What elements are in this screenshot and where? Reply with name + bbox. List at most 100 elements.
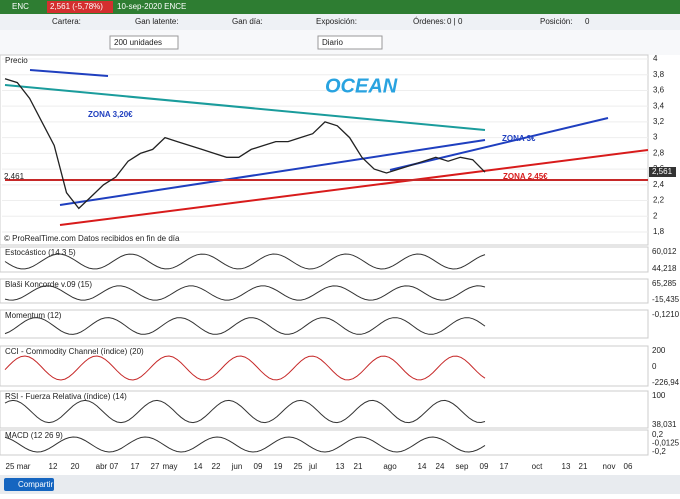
- account-label: Exposición:: [316, 17, 357, 26]
- x-tick-label: 14: [194, 462, 203, 471]
- share-button[interactable]: [4, 478, 54, 491]
- indicator-value: 38,031: [652, 420, 677, 429]
- x-tick-label: 14: [418, 462, 427, 471]
- footer-bar: [0, 475, 680, 494]
- price-line: [4, 78, 486, 210]
- indicator-line: [4, 285, 486, 301]
- price-change: 2,561 (-5,78%): [50, 2, 103, 11]
- y-tick-label: 2,8: [653, 148, 665, 157]
- indicator-panel: [0, 429, 649, 456]
- ticker: ENC: [12, 2, 29, 11]
- indicator-value: -226,94: [652, 378, 680, 387]
- x-tick-label: abr 07: [96, 462, 119, 471]
- x-tick-label: 17: [500, 462, 509, 471]
- trend-line: [4, 84, 486, 131]
- title-bar: [0, 0, 680, 14]
- x-tick-label: 09: [254, 462, 263, 471]
- share-label: Compartir: [18, 480, 53, 489]
- y-tick-label: 3: [653, 133, 658, 142]
- indicator-label: MACD (12 26 9): [5, 431, 63, 440]
- indicator-value: 44,218: [652, 264, 677, 273]
- indicator-value: 65,285: [652, 279, 677, 288]
- y-tick-label: 3,2: [653, 117, 665, 126]
- x-tick-label: 09: [480, 462, 489, 471]
- indicator-panel: [0, 246, 649, 273]
- indicator-panel: [0, 309, 649, 339]
- indicator-line: [4, 317, 486, 335]
- y-tick-label: 4: [653, 54, 658, 63]
- y-tick-label: 1,8: [653, 227, 665, 236]
- period-select[interactable]: [317, 35, 383, 50]
- x-tick-label: 13: [336, 462, 345, 471]
- x-tick-label: ago: [383, 462, 397, 471]
- orders: 0 | 0: [447, 17, 463, 26]
- period: Diario: [322, 38, 343, 47]
- last-price: 2,561: [652, 167, 673, 176]
- x-tick-label: 21: [579, 462, 588, 471]
- x-tick-label: 12: [49, 462, 58, 471]
- trend-line: [59, 139, 486, 206]
- account-bar: [0, 14, 680, 30]
- indicator-label: Blaši Koncorde v.09 (15): [5, 280, 92, 289]
- indicator-line: [4, 355, 486, 381]
- account-label: Cartera:: [52, 17, 81, 26]
- account-label: Gan día:: [232, 17, 263, 26]
- trend-line: [29, 69, 109, 77]
- source: © ProRealTime.com Datos recibidos en fin…: [4, 234, 180, 243]
- indicator-line: [4, 253, 486, 270]
- indicator-value: 100: [652, 391, 666, 400]
- date: 10-sep-2020 ENCE: [117, 2, 186, 11]
- x-tick-label: jun: [231, 462, 243, 471]
- x-tick-label: 19: [274, 462, 283, 471]
- x-tick-label: 27: [151, 462, 160, 471]
- zone-label: ZONA 2,45€: [503, 172, 548, 181]
- indicator-value: -15,435: [652, 295, 680, 304]
- price-badge: [47, 1, 113, 13]
- x-tick-label: may: [162, 462, 177, 471]
- indicator-value: 200: [652, 346, 666, 355]
- indicator-value: -0,0125: [652, 439, 680, 448]
- indicator-value: -0,1210: [652, 310, 680, 319]
- indicator-label: CCI - Commodity Channel (índice) (20): [5, 347, 144, 356]
- x-tick-label: 13: [562, 462, 571, 471]
- indicator-value: 0: [652, 362, 657, 371]
- indicator-panel: [0, 278, 649, 304]
- indicator-line: [4, 399, 486, 424]
- y-tick-label: 2: [653, 211, 658, 220]
- level-label: 2,461: [4, 172, 25, 181]
- trend-line: [59, 149, 649, 226]
- x-tick-label: 06: [624, 462, 633, 471]
- x-tick-label: 17: [131, 462, 140, 471]
- x-tick-label: sep: [456, 462, 469, 471]
- indicator-panel: [0, 390, 649, 429]
- panel-label: Precio: [5, 56, 28, 65]
- quantity: 200 unidades: [114, 38, 162, 47]
- indicator-line: [4, 436, 486, 453]
- trend-line: [389, 117, 609, 171]
- x-tick-label: oct: [532, 462, 543, 471]
- indicator-value: -0,2: [652, 447, 666, 456]
- y-tick-label: 2,2: [653, 196, 665, 205]
- indicator-value: 60,012: [652, 247, 677, 256]
- zone-label: ZONA 3€: [502, 134, 536, 143]
- position: 0: [585, 17, 590, 26]
- x-tick-label: jul: [308, 462, 317, 471]
- y-tick-label: 3,8: [653, 70, 665, 79]
- x-tick-label: 25: [294, 462, 303, 471]
- zone-label: ZONA 3,20€: [88, 110, 133, 119]
- x-tick-label: 24: [436, 462, 445, 471]
- y-tick-label: 3,4: [653, 101, 665, 110]
- x-tick-label: 22: [212, 462, 221, 471]
- price-panel: [0, 54, 649, 246]
- x-tick-label: nov: [603, 462, 616, 471]
- last-price-box: [649, 167, 676, 177]
- indicator-label: Estocástico (14 3 5): [5, 248, 76, 257]
- y-tick-label: 2,4: [653, 180, 665, 189]
- indicator-value: 0,2: [652, 430, 664, 439]
- quantity-select[interactable]: [109, 35, 179, 50]
- account-label: Órdenes:: [413, 17, 446, 26]
- indicator-panel: [0, 345, 649, 387]
- annotation: OCEAN: [325, 75, 398, 97]
